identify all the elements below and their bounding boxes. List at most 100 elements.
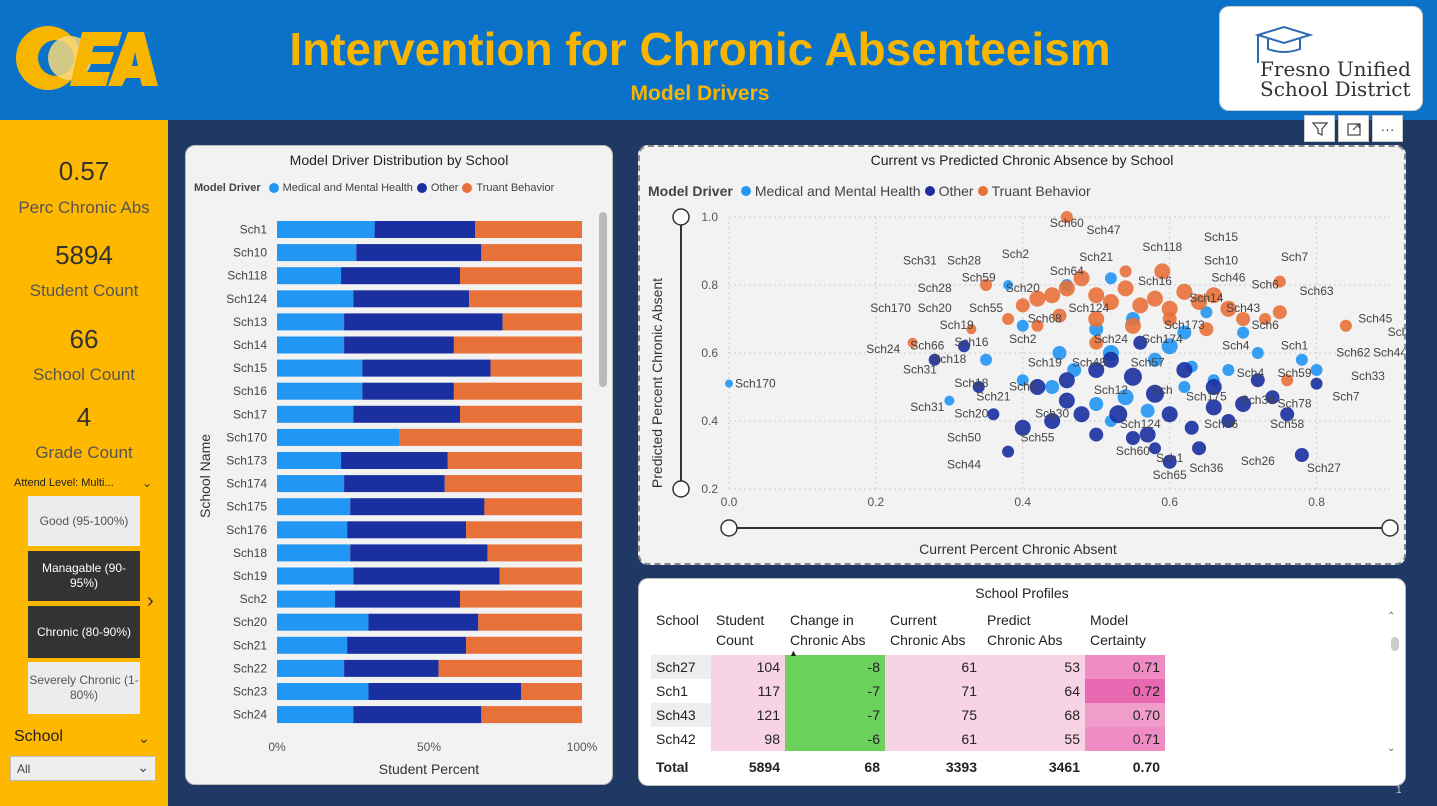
scatter-point[interactable] — [1104, 272, 1117, 285]
scatter-point[interactable] — [1102, 351, 1119, 368]
scatter-point[interactable] — [1272, 305, 1287, 320]
scatter-point[interactable] — [1251, 347, 1264, 359]
scatter-point[interactable] — [1044, 413, 1061, 429]
scatter-point[interactable] — [1205, 399, 1222, 416]
scatter-point[interactable] — [1015, 298, 1030, 313]
scatter-point[interactable] — [1002, 445, 1015, 458]
scatter-point[interactable] — [1102, 294, 1119, 310]
bar-segment[interactable] — [277, 567, 354, 585]
scatter-point[interactable] — [1250, 373, 1265, 388]
chevron-down-icon[interactable]: ⌄ — [138, 730, 150, 746]
bar-segment[interactable] — [344, 336, 454, 354]
bar-segment[interactable] — [277, 452, 342, 469]
bar-segment[interactable] — [353, 706, 482, 724]
col-model-certainty[interactable]: Model Certainty — [1085, 607, 1165, 655]
bar-segment[interactable] — [277, 706, 354, 724]
scatter-point[interactable] — [1200, 306, 1213, 319]
scatter-point[interactable] — [1191, 294, 1208, 310]
scatter-point[interactable] — [1029, 290, 1046, 307]
bar-segment[interactable] — [460, 405, 582, 423]
scatter-point[interactable] — [907, 337, 918, 348]
bar-segment[interactable] — [277, 636, 348, 654]
scatter-point[interactable] — [1184, 420, 1199, 435]
bar-segment[interactable] — [277, 613, 369, 631]
scatter-point[interactable] — [1221, 414, 1236, 428]
bar-segment[interactable] — [499, 567, 582, 585]
bar-segment[interactable] — [353, 405, 460, 423]
bar-segment[interactable] — [460, 267, 582, 285]
bar-segment[interactable] — [277, 336, 345, 354]
bar-segment[interactable] — [475, 221, 582, 238]
table-scrollbar[interactable] — [1391, 637, 1399, 651]
bar-segment[interactable] — [356, 244, 482, 262]
bar-segment[interactable] — [277, 382, 363, 400]
scatter-point[interactable] — [1058, 392, 1075, 409]
bar-segment[interactable] — [460, 590, 582, 608]
bar-segment[interactable] — [277, 683, 369, 700]
scatter-point[interactable] — [1031, 319, 1044, 332]
bar-segment[interactable] — [277, 521, 348, 539]
scatter-point[interactable] — [980, 279, 993, 291]
scatter-point[interactable] — [1161, 406, 1178, 423]
bar-segment[interactable] — [453, 382, 582, 400]
bar-segment[interactable] — [453, 336, 582, 354]
scatter-point[interactable] — [1294, 448, 1309, 462]
scatter-point[interactable] — [1161, 300, 1178, 317]
scatter-point[interactable] — [1109, 405, 1128, 424]
scatter-point[interactable] — [987, 408, 1000, 421]
col-predict-chronic[interactable]: Predict Chronic Abs — [982, 607, 1085, 655]
bar-segment[interactable] — [277, 267, 342, 285]
table-row[interactable]: Sch1 117 -7 71 64 0.72 — [651, 679, 1165, 703]
scatter-point[interactable] — [1060, 211, 1073, 223]
slicer-chronic[interactable]: Chronic (80-90%) — [28, 606, 140, 658]
scatter-point[interactable] — [1145, 384, 1164, 403]
scatter-point[interactable] — [928, 353, 941, 366]
scatter-point[interactable] — [1088, 311, 1105, 327]
scatter-point[interactable] — [1222, 364, 1235, 376]
scatter-point[interactable] — [1123, 367, 1142, 386]
chevron-down-icon[interactable]: ⌄ — [142, 476, 153, 490]
bar-segment[interactable] — [438, 659, 582, 677]
scatter-point[interactable] — [1199, 322, 1214, 337]
chevron-right-icon[interactable]: › — [147, 590, 154, 612]
scatter-point[interactable] — [1044, 287, 1061, 304]
scatter-point[interactable] — [1339, 319, 1352, 332]
bar-segment[interactable] — [466, 521, 582, 539]
table-row[interactable]: Sch42 98 -6 61 55 0.71 — [651, 727, 1165, 751]
col-school[interactable]: School — [651, 607, 711, 655]
scatter-point[interactable] — [1088, 287, 1105, 304]
slicer-managable[interactable]: Managable (90-95%) — [28, 551, 140, 601]
scatter-point[interactable] — [966, 324, 977, 335]
scatter-point[interactable] — [1119, 265, 1132, 278]
bar-segment[interactable] — [277, 244, 357, 262]
bar-segment[interactable] — [277, 475, 345, 493]
scroll-up-icon[interactable]: ⌃ — [1387, 611, 1396, 622]
scatter-point[interactable] — [1132, 297, 1149, 314]
bar-chart-scrollbar[interactable] — [599, 212, 607, 387]
bar-segment[interactable] — [362, 382, 454, 400]
scatter-point[interactable] — [1295, 353, 1308, 366]
scatter-point[interactable] — [1003, 280, 1014, 290]
attend-level-filter-header[interactable]: Attend Level: Multi... — [14, 477, 114, 489]
slicer-good[interactable]: Good (95-100%) — [28, 496, 140, 546]
scatter-point[interactable] — [1236, 312, 1251, 326]
bar-segment[interactable] — [344, 475, 445, 493]
bar-segment[interactable] — [469, 290, 582, 308]
bar-segment[interactable] — [277, 359, 363, 377]
scatter-point[interactable] — [1140, 403, 1155, 418]
focus-mode-button[interactable] — [1338, 115, 1369, 142]
bar-segment[interactable] — [353, 290, 470, 308]
bar-segment[interactable] — [368, 683, 522, 700]
bar-segment[interactable] — [344, 659, 439, 677]
scatter-point[interactable] — [1161, 338, 1178, 355]
filter-button[interactable] — [1304, 115, 1335, 142]
scatter-point[interactable] — [1089, 335, 1104, 350]
scatter-point[interactable] — [1073, 406, 1090, 423]
bar-segment[interactable] — [374, 221, 476, 238]
scatter-point[interactable] — [725, 379, 733, 388]
bar-segment[interactable] — [277, 290, 354, 308]
scatter-point[interactable] — [1146, 290, 1163, 307]
bar-segment[interactable] — [487, 544, 582, 562]
y-slider-handle-top[interactable] — [672, 208, 690, 226]
table-row[interactable]: Sch27 104 -8 61 53 0.71 — [651, 655, 1165, 679]
